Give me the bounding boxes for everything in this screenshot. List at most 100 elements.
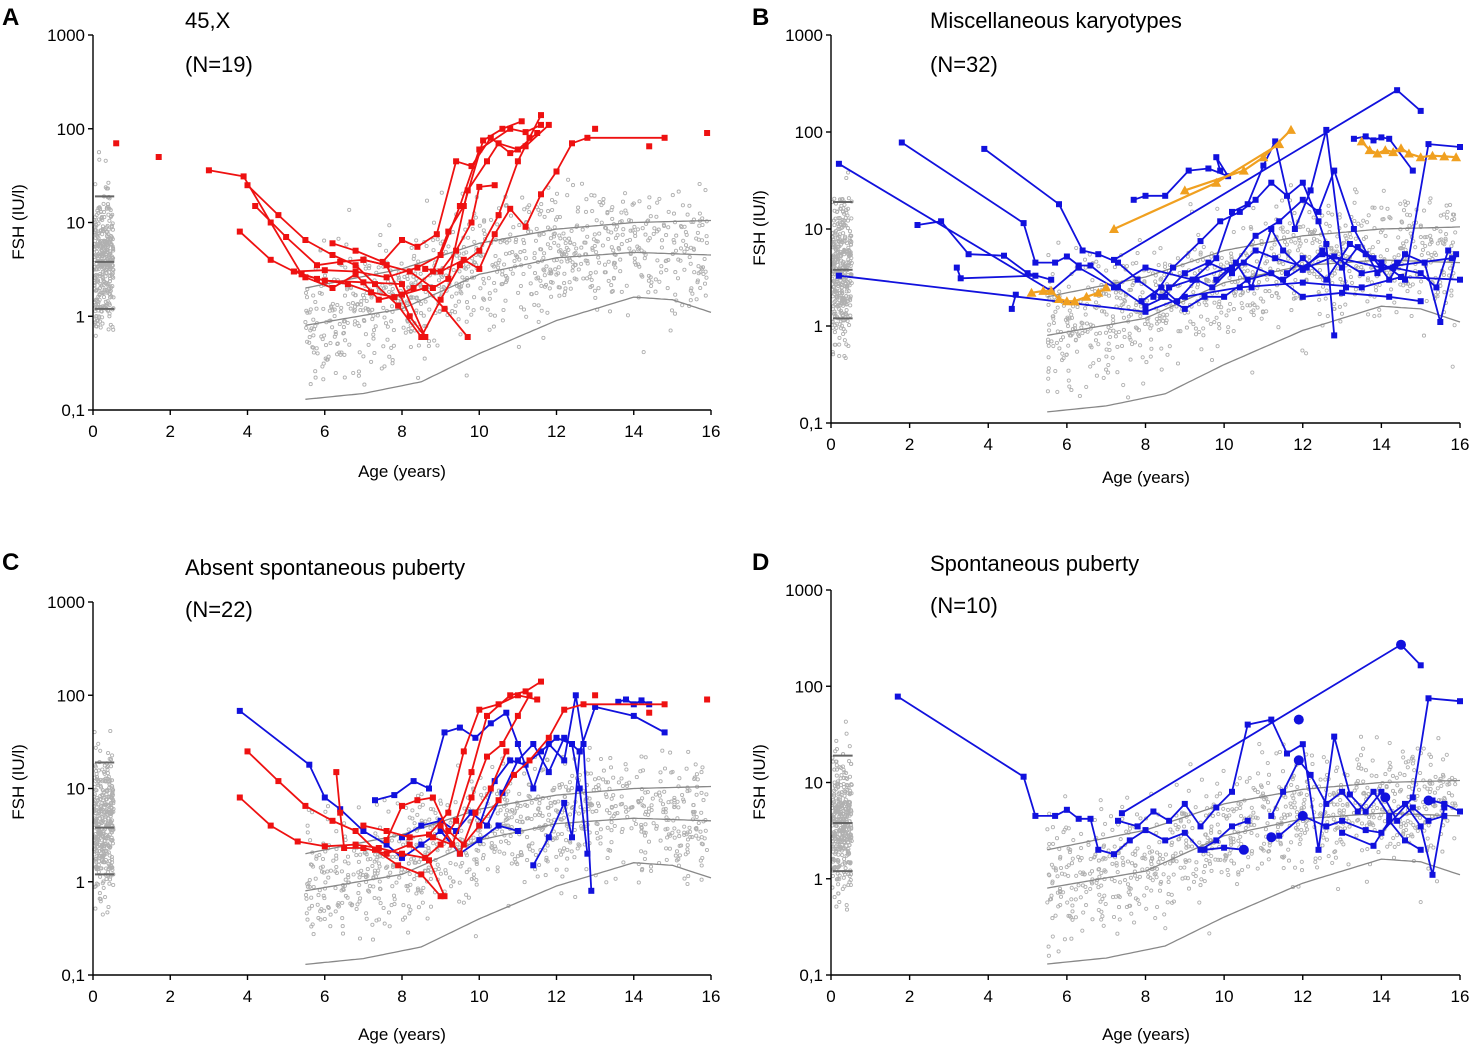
panel-d-title: Spontaneous puberty	[930, 551, 1139, 576]
data-point	[1380, 792, 1391, 803]
data-point	[456, 850, 463, 857]
data-point	[1248, 284, 1255, 291]
data-point	[484, 753, 490, 760]
data-point	[495, 797, 502, 804]
y-tick-label: 1	[76, 307, 85, 326]
data-point	[341, 845, 348, 851]
x-tick-label: 14	[624, 987, 643, 1006]
data-point	[453, 828, 460, 834]
data-point	[1356, 136, 1367, 146]
panel-c: C Absent spontaneous puberty (N=22) FSH …	[2, 549, 720, 1044]
panel-a-xlabel: Age (years)	[358, 462, 446, 481]
data-point	[592, 692, 599, 699]
x-tick-label: 14	[1372, 987, 1391, 1006]
data-point	[1427, 150, 1438, 160]
series-r9	[646, 709, 653, 716]
data-point	[418, 822, 425, 829]
y-tick-label: 1	[814, 870, 823, 889]
data-point	[1293, 755, 1304, 766]
data-point	[329, 240, 336, 247]
x-tick-label: 0	[88, 422, 97, 441]
data-point	[1339, 264, 1346, 271]
data-point	[1158, 284, 1165, 291]
data-point	[155, 154, 162, 160]
data-point	[1303, 264, 1310, 271]
data-point	[360, 256, 367, 263]
data-point	[422, 334, 429, 340]
data-point	[1358, 270, 1365, 277]
data-point	[1181, 305, 1188, 312]
panel-c-reference	[92, 729, 712, 966]
y-tick-label: 100	[795, 677, 823, 696]
data-point	[1394, 259, 1401, 266]
panel-b-letter: B	[752, 4, 769, 31]
data-point	[302, 237, 309, 243]
data-point	[484, 158, 490, 165]
data-point	[375, 845, 382, 851]
data-point	[569, 834, 575, 841]
data-point	[1299, 293, 1306, 300]
data-point	[1323, 241, 1330, 247]
data-point	[441, 729, 448, 736]
series-r7	[437, 748, 510, 857]
data-point	[414, 243, 421, 250]
data-point	[1063, 253, 1070, 260]
data-point	[1457, 808, 1463, 815]
data-point	[360, 845, 367, 851]
data-point	[1457, 276, 1463, 283]
data-point	[372, 846, 378, 853]
data-point	[1063, 806, 1070, 813]
data-point	[383, 828, 390, 834]
data-point	[1299, 255, 1306, 262]
x-tick-label: 6	[320, 987, 329, 1006]
series-line	[305, 273, 469, 338]
data-point	[1081, 291, 1092, 301]
series-p7	[329, 121, 552, 265]
data-point	[1258, 152, 1269, 162]
data-point	[244, 748, 251, 755]
data-point	[1409, 804, 1416, 811]
series-c5	[530, 748, 583, 869]
series-d1	[894, 693, 1251, 858]
data-point	[422, 265, 429, 272]
data-point	[538, 112, 544, 119]
data-point	[372, 281, 378, 288]
data-point	[476, 706, 483, 713]
x-tick-label: 4	[984, 435, 993, 454]
data-point	[530, 785, 537, 792]
data-point	[530, 862, 537, 869]
x-tick-label: 10	[470, 422, 489, 441]
panel-c-letter: C	[2, 549, 19, 576]
data-point	[1386, 817, 1393, 824]
series-p13	[592, 125, 599, 132]
data-point	[1134, 823, 1141, 830]
x-tick-label: 16	[702, 422, 721, 441]
data-point	[588, 887, 595, 894]
data-point	[1354, 808, 1361, 815]
data-point	[526, 757, 533, 764]
data-point	[1221, 293, 1228, 300]
data-point	[352, 262, 359, 269]
data-point	[476, 822, 483, 829]
data-point	[1319, 251, 1326, 258]
series-d10	[1293, 714, 1304, 725]
reference-median-curve	[1047, 259, 1461, 337]
y-tick-label: 1000	[785, 581, 823, 600]
series-line	[1113, 89, 1422, 261]
data-point	[1205, 259, 1212, 266]
data-point	[1024, 270, 1031, 277]
series-b10	[1138, 167, 1401, 305]
data-point	[468, 163, 475, 170]
data-point	[399, 281, 405, 288]
series-d13	[1266, 832, 1277, 843]
series-b9	[1130, 154, 1232, 203]
data-point	[484, 822, 490, 829]
data-point	[580, 741, 587, 747]
data-point	[499, 741, 506, 747]
data-point	[360, 828, 367, 834]
data-point	[522, 223, 529, 230]
x-tick-label: 6	[320, 422, 329, 441]
series-r3	[333, 769, 448, 900]
series-p15	[704, 130, 711, 136]
data-point	[491, 182, 498, 189]
